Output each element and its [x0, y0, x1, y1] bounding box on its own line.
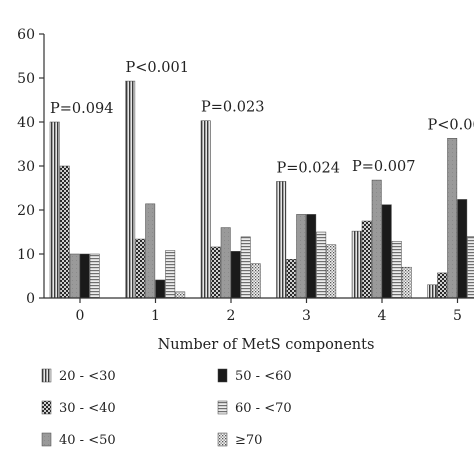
bar-1-cat-0	[49, 121, 60, 299]
bar-4-cat-1	[155, 279, 166, 299]
bar-3-cat-4	[371, 179, 382, 299]
y-tick-label: 0	[26, 291, 35, 307]
bar-3-cat-2	[220, 227, 231, 299]
legend-label: 50 - <60	[235, 369, 292, 384]
legend-label: 20 - <30	[59, 369, 116, 384]
legend-swatch	[217, 432, 228, 447]
p-value-label: P=0.007	[352, 159, 415, 175]
x-tick-label: 0	[76, 308, 85, 324]
y-tick-label: 60	[17, 27, 35, 43]
legend-label: 40 - <50	[59, 433, 116, 448]
bar-2-cat-0	[59, 165, 70, 299]
y-tick-label: 10	[17, 247, 35, 263]
legend-swatch	[217, 368, 228, 383]
bar-2-cat-1	[135, 238, 146, 299]
p-value-label: P=0.023	[201, 100, 264, 116]
bar-6-cat-4	[401, 266, 412, 299]
p-value-label: P=0.094	[50, 101, 113, 117]
bar-2-cat-3	[286, 259, 297, 299]
bar-5-cat-3	[316, 231, 327, 299]
p-value-label: P=0.024	[277, 160, 340, 176]
bar-3-cat-5	[447, 138, 458, 299]
bar-4-cat-3	[306, 214, 317, 299]
p-value-labels: P=0.094 P<0.001 P=0.023 P=0.024 P=0.007 P<0.0…	[50, 60, 474, 176]
bar-4-cat-2	[230, 251, 241, 299]
p-value-label: P<0.001	[126, 60, 189, 76]
bar-1-cat-2	[200, 120, 211, 299]
bars	[49, 80, 474, 299]
p-value-label: P<0.00	[428, 117, 474, 133]
x-tick-label: 2	[227, 308, 236, 324]
x-tick-label: 4	[378, 308, 387, 324]
y-tick-label: 30	[17, 159, 35, 175]
x-tick-label: 3	[302, 308, 311, 324]
bar-5-cat-4	[391, 240, 402, 299]
x-axis-title: Number of MetS components	[158, 337, 375, 353]
legend-label: 30 - <40	[59, 401, 116, 416]
bar-3-cat-3	[296, 214, 307, 299]
bar-4-cat-4	[381, 204, 392, 299]
bar-2-cat-5	[437, 272, 448, 299]
bar-6-cat-3	[326, 244, 337, 299]
bar-6-cat-1	[175, 291, 186, 299]
bar-1-cat-3	[276, 181, 287, 299]
bar-3-cat-0	[69, 253, 80, 299]
x-tick-label: 5	[453, 308, 462, 324]
legend-swatch	[217, 400, 228, 415]
bar-1-cat-4	[351, 230, 362, 299]
bar-3-cat-1	[145, 203, 156, 299]
y-axis-ticks: 0 10 20 30 40 50 60	[17, 27, 44, 307]
bar-5-cat-1	[165, 250, 176, 299]
legend-label: ≥70	[235, 433, 262, 448]
bar-5-cat-2	[240, 236, 251, 299]
y-tick-label: 40	[17, 115, 35, 131]
x-axis-ticks: 0 1 2 3 4 5	[76, 298, 462, 324]
bar-2-cat-4	[361, 220, 372, 299]
bar-4-cat-0	[79, 253, 90, 299]
bar-6-cat-2	[250, 263, 261, 299]
legend-swatch	[41, 368, 52, 383]
legend-swatch	[41, 400, 52, 415]
bar-1-cat-1	[125, 80, 136, 299]
bar-2-cat-2	[210, 246, 221, 299]
x-tick-label: 1	[151, 308, 160, 324]
legend-label: 60 - <70	[235, 401, 292, 416]
bar-5-cat-0	[89, 253, 100, 299]
y-tick-label: 20	[17, 203, 35, 219]
bar-5-cat-5	[467, 236, 474, 299]
y-tick-label: 50	[17, 71, 35, 87]
legend: 20 - <30 30 - <40 40 - <50 50 - <60 60 - <70…	[41, 368, 292, 448]
bar-4-cat-5	[457, 199, 468, 299]
legend-swatch	[41, 432, 52, 447]
bar-1-cat-5	[427, 284, 438, 299]
